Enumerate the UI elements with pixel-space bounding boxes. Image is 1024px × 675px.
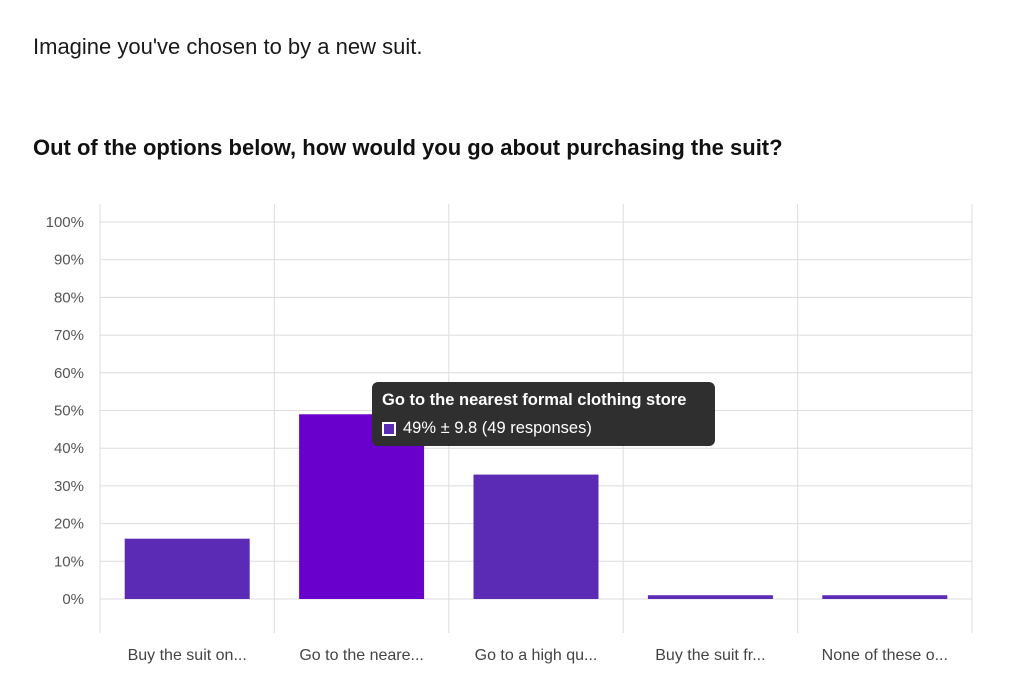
y-tick-label: 20%	[54, 516, 84, 533]
y-tick-label: 100%	[46, 214, 84, 231]
y-tick-label: 70%	[54, 327, 84, 344]
x-category-label: Go to a high qu...	[475, 647, 598, 664]
tooltip-title: Go to the nearest formal clothing store	[382, 391, 687, 409]
y-tick-label: 30%	[54, 478, 84, 495]
bar	[822, 595, 948, 599]
x-category-label: Buy the suit on...	[128, 647, 247, 664]
y-tick-label: 60%	[54, 365, 84, 382]
y-tick-label: 40%	[54, 440, 84, 457]
bar-tooltip: Go to the nearest formal clothing store …	[372, 382, 715, 446]
tooltip-value: 49% ± 9.8 (49 responses)	[403, 419, 592, 437]
y-tick-label: 90%	[54, 252, 84, 269]
x-category-label: None of these o...	[822, 647, 948, 664]
question-title: Out of the options below, how would you …	[33, 135, 783, 160]
bar	[647, 595, 773, 599]
bar	[473, 474, 599, 599]
bar-chart: 0% 10% 20% 30% 40% 50% 60% 70% 80% 90% 100% Buy the…	[46, 204, 973, 664]
y-tick-label: 50%	[54, 403, 84, 420]
y-tick-label: 10%	[54, 553, 84, 570]
intro-text: Imagine you've chosen to by a new suit.	[33, 34, 423, 59]
bar	[124, 538, 250, 599]
tooltip-swatch-icon	[382, 421, 396, 436]
x-category-label: Buy the suit fr...	[655, 647, 765, 664]
y-tick-label: 80%	[54, 289, 84, 306]
x-category-label: Go to the neare...	[299, 647, 424, 664]
y-tick-label: 0%	[62, 591, 84, 608]
